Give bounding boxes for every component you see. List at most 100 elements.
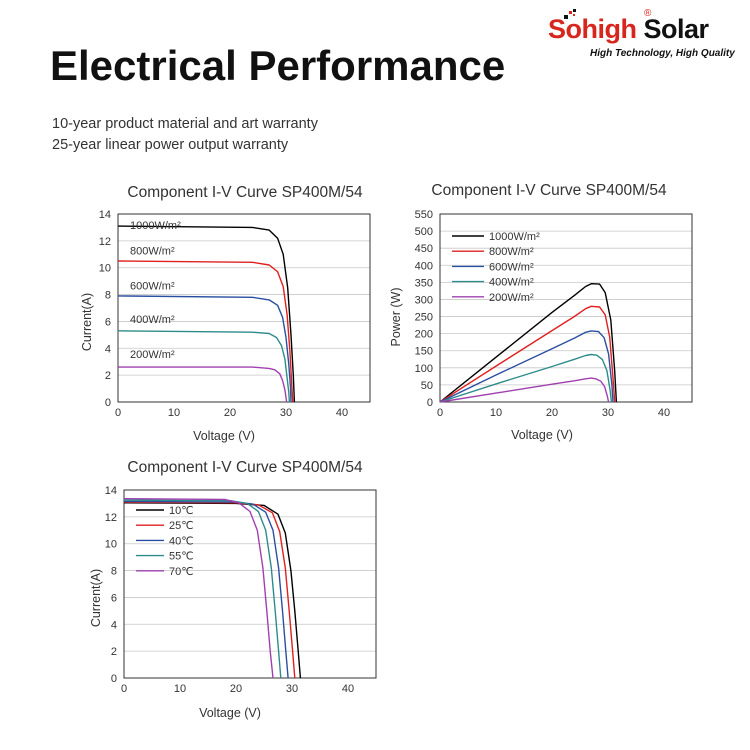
series-label: 600W/m² (130, 280, 175, 292)
chart-title: Component I-V Curve SP400M/54 (431, 182, 667, 199)
x-tick-label: 30 (280, 407, 292, 419)
y-tick-label: 8 (111, 566, 117, 578)
x-tick-label: 40 (658, 407, 670, 419)
y-tick-label: 0 (105, 397, 111, 409)
legend-label: 400W/m² (489, 277, 534, 289)
warranty-line-1: 10-year product material and art warrant… (52, 116, 318, 132)
plot-frame (117, 213, 371, 403)
series-line (439, 330, 614, 403)
y-tick-label: 2 (111, 646, 117, 658)
y-tick-label: 550 (415, 209, 433, 221)
series-line (117, 295, 292, 403)
chart-grid (117, 213, 371, 403)
y-tick-label: 200 (415, 329, 433, 341)
plot-frame (439, 213, 693, 403)
y-tick-label: 8 (105, 290, 111, 302)
x-tick-label: 10 (174, 683, 186, 695)
x-tick-label: 10 (168, 407, 180, 419)
x-axis-label: Voltage (V) (199, 706, 261, 720)
legend-label: 200W/m² (489, 292, 534, 304)
series-line (117, 330, 291, 403)
chart-legend: 1000W/m² 800W/m² 600W/m² 400W/m² 200W/m² (130, 220, 181, 361)
y-tick-label: 0 (427, 397, 433, 409)
chart-legend: 1000W/m² 800W/m² 600W/m² 400W/m² 200W/m² (452, 231, 540, 304)
y-tick-label: 6 (111, 592, 117, 604)
chart-title: Component I-V Curve SP400M/54 (127, 459, 363, 476)
y-tick-label: 10 (99, 263, 111, 275)
x-tick-label: 0 (121, 683, 127, 695)
x-tick-label: 0 (115, 407, 121, 419)
y-tick-label: 14 (105, 485, 117, 497)
y-tick-label: 50 (421, 380, 433, 392)
legend-label: 70℃ (169, 566, 194, 578)
x-tick-label: 10 (490, 407, 502, 419)
chart-series-group (123, 498, 302, 679)
chart-series-group (117, 225, 296, 403)
series-label: 400W/m² (130, 314, 175, 326)
series-line (439, 353, 613, 403)
x-axis-label: Voltage (V) (511, 428, 573, 442)
legend-label: 800W/m² (489, 246, 534, 258)
x-tick-label: 20 (546, 407, 558, 419)
legend-label: 600W/m² (489, 261, 534, 273)
y-tick-label: 10 (105, 539, 117, 551)
series-label: 800W/m² (130, 245, 175, 257)
chart-series-group (439, 283, 618, 403)
y-tick-label: 400 (415, 260, 433, 272)
brand-name-red: Sohigh (548, 14, 637, 44)
chart-ticks: 0 50 100 150 200 250 300 350 400 450 500 550 0 10 20 30… (415, 209, 670, 419)
x-tick-label: 40 (336, 407, 348, 419)
registered-mark: ® (644, 8, 652, 19)
series-line (117, 260, 294, 403)
legend-label: 10℃ (169, 505, 194, 517)
page-title: Electrical Performance (50, 42, 506, 89)
y-tick-label: 4 (111, 619, 117, 631)
y-tick-label: 6 (105, 316, 111, 328)
warranty-line-2: 25-year linear power output warranty (52, 137, 289, 153)
x-tick-label: 30 (286, 683, 298, 695)
series-label: 1000W/m² (130, 220, 181, 232)
y-tick-label: 12 (105, 512, 117, 524)
series-line (439, 283, 618, 403)
y-tick-label: 250 (415, 312, 433, 324)
chart-ticks: 0 2 4 6 8 10 12 14 0 10 20 30 40 (105, 485, 354, 695)
series-line (118, 366, 288, 403)
legend-label: 25℃ (169, 520, 194, 532)
x-tick-label: 40 (342, 683, 354, 695)
logo-pixel-icon (564, 9, 576, 19)
brand-logo: Sohigh Solar ® High Technology, High Qua… (548, 8, 748, 64)
brand-name: Sohigh Solar (548, 14, 709, 45)
y-tick-label: 300 (415, 294, 433, 306)
y-axis-label: Current(A) (89, 569, 103, 627)
series-label: 200W/m² (130, 349, 175, 361)
x-tick-label: 0 (437, 407, 443, 419)
x-axis-label: Voltage (V) (193, 429, 255, 443)
legend-label: 1000W/m² (489, 231, 540, 243)
y-tick-label: 12 (99, 236, 111, 248)
brand-name-black: Solar (636, 14, 709, 44)
y-tick-label: 4 (105, 343, 111, 355)
series-line (123, 498, 274, 679)
y-axis-label: Power (W) (389, 287, 403, 346)
y-tick-label: 450 (415, 243, 433, 255)
y-tick-label: 14 (99, 209, 111, 221)
legend-label: 55℃ (169, 551, 194, 563)
series-line (439, 305, 616, 403)
series-line (117, 225, 296, 403)
y-tick-label: 500 (415, 226, 433, 238)
chart-title: Component I-V Curve SP400M/54 (127, 184, 363, 201)
y-axis-label: Current(A) (80, 293, 94, 351)
y-tick-label: 350 (415, 277, 433, 289)
brand-tagline: High Technology, High Quality (590, 48, 735, 59)
x-tick-label: 20 (224, 407, 236, 419)
chart-legend: 10℃ 25℃ 40℃ 55℃ 70℃ (136, 505, 194, 578)
y-tick-label: 2 (105, 370, 111, 382)
y-tick-label: 0 (111, 673, 117, 685)
x-tick-label: 30 (602, 407, 614, 419)
series-line (439, 377, 610, 403)
series-line (123, 501, 296, 679)
y-tick-label: 150 (415, 346, 433, 358)
